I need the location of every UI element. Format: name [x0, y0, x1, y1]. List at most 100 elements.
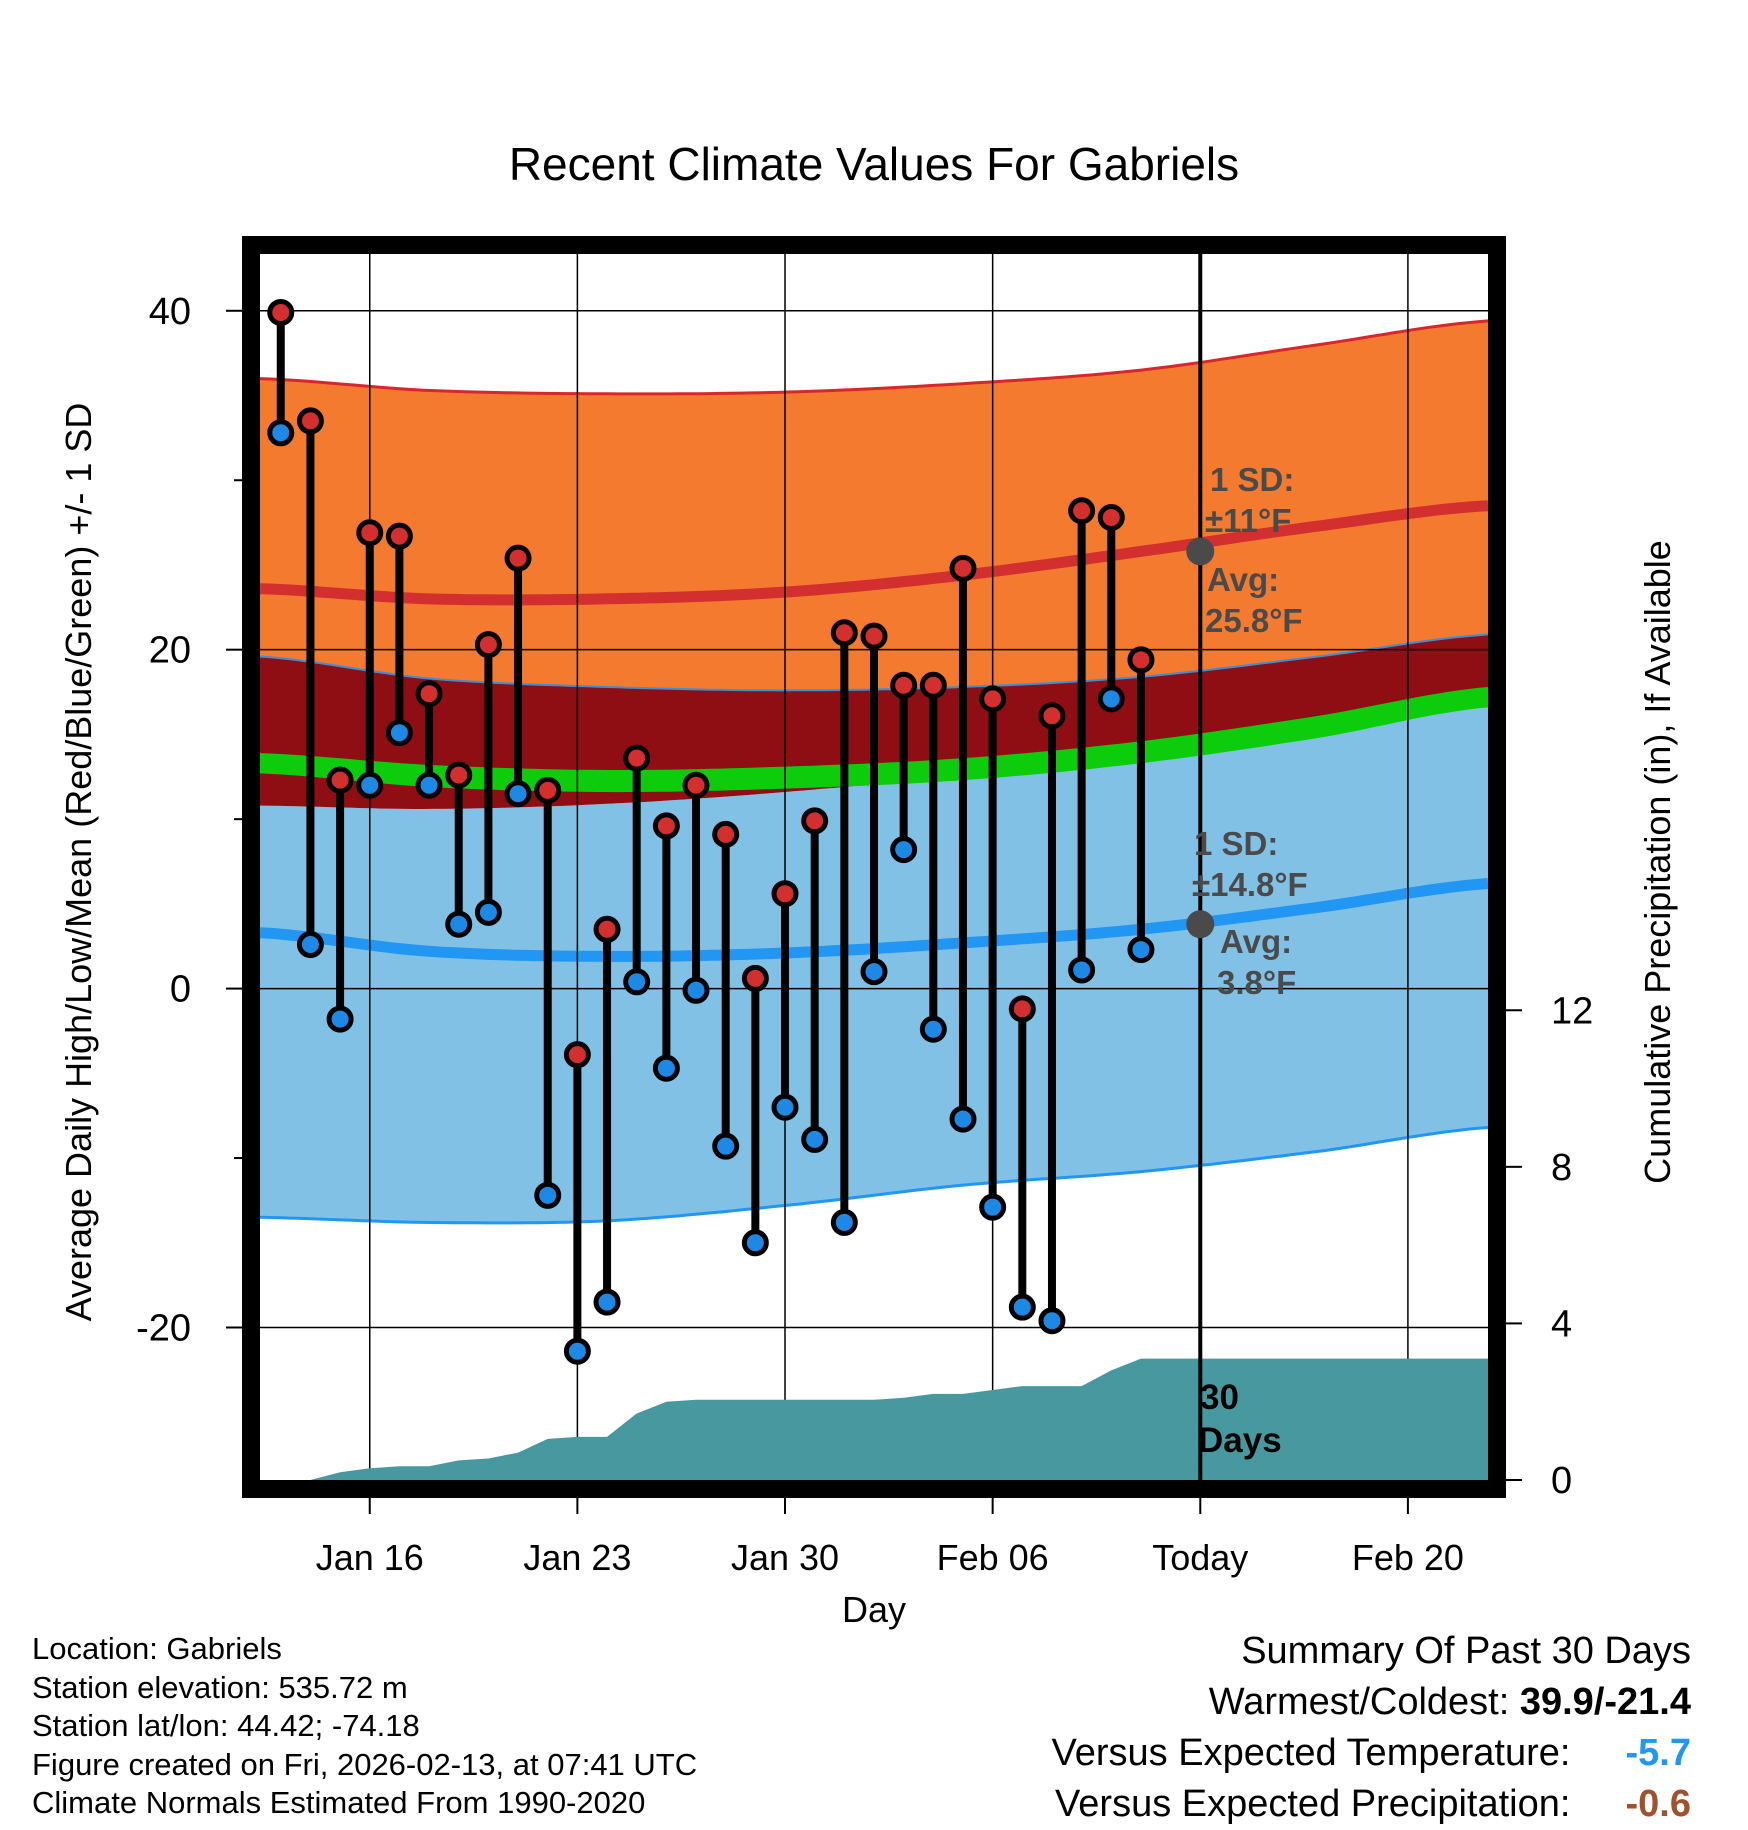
high-point-day-19 [801, 807, 829, 835]
high-point-day-24 [949, 554, 977, 582]
annotations: 1 SD: ±11°F Avg: 25.8°F 1 SD: ±14.8°F Avg: 3.8°… [1186, 461, 1308, 1460]
y2-axis-label: Cumulative Precipitation (in), If Availa… [1637, 540, 1678, 1184]
high-point-day-8 [474, 631, 502, 659]
high-point-day-13 [623, 744, 651, 772]
high-point-day-30 [1127, 646, 1155, 674]
low-point-day-3 [326, 1005, 354, 1033]
low-point-day-11 [563, 1337, 591, 1365]
low-sd-value: ±14.8°F [1192, 866, 1308, 903]
high-point-day-14 [652, 812, 680, 840]
vs-precip-value: -0.6 [1625, 1783, 1691, 1825]
high-point-day-11 [563, 1041, 591, 1069]
low-point-day-26 [1008, 1293, 1036, 1321]
y-axis-label: Average Daily High/Low/Mean (Red/Blue/Gr… [58, 403, 99, 1322]
warm-cold-value: 39.9/-21.4 [1519, 1681, 1691, 1723]
x-axis-label: Day [842, 1589, 906, 1630]
y-tick-label-40: 40 [149, 291, 191, 333]
x-tick-label-39: Feb 20 [1352, 1537, 1464, 1578]
vs-temp-value: -5.7 [1625, 1732, 1691, 1774]
high-point-day-29 [1097, 504, 1125, 532]
low-point-day-19 [801, 1125, 829, 1153]
station-info: Location: Gabriels Station elevation: 53… [32, 1630, 697, 1823]
high-point-day-22 [890, 671, 918, 699]
normals-text: Climate Normals Estimated From 1990-2020 [32, 1785, 646, 1820]
low-sd-label: 1 SD: [1194, 825, 1278, 862]
y2-tick-label-8: 8 [1551, 1147, 1572, 1189]
y-tick-label--20: -20 [136, 1307, 191, 1349]
low-point-day-1 [267, 419, 295, 447]
low-point-day-8 [474, 898, 502, 926]
today-low-avg-dot [1186, 910, 1215, 939]
high-point-day-25 [979, 685, 1007, 713]
low-point-day-4 [356, 771, 384, 799]
high-point-day-28 [1068, 497, 1096, 525]
y2-tick-label-4: 4 [1551, 1303, 1572, 1345]
high-point-day-1 [267, 298, 295, 326]
axes: -20 0 20 40 0 4 8 12 Jan 16 Jan 23 Jan 30 Feb 06 Tod… [58, 291, 1678, 1630]
low-point-day-25 [979, 1193, 1007, 1221]
high-point-day-26 [1008, 995, 1036, 1023]
low-point-day-29 [1097, 685, 1125, 713]
low-point-day-30 [1127, 936, 1155, 964]
high-avg-label: Avg: [1207, 561, 1279, 598]
daily-range-bars [267, 298, 1155, 1365]
low-point-day-16 [712, 1132, 740, 1160]
latlon-text: Station lat/lon: 44.42; -74.18 [32, 1708, 420, 1743]
high-sd-value: ±11°F [1205, 502, 1291, 539]
high-point-day-7 [445, 761, 473, 789]
high-point-day-5 [385, 522, 413, 550]
y-tick-label-0: 0 [170, 969, 191, 1011]
high-point-day-12 [593, 915, 621, 943]
summary-heading: Summary Of Past 30 Days [1241, 1630, 1691, 1672]
window-days-word: Days [1198, 1421, 1282, 1460]
x-tick-label-32: Today [1152, 1537, 1248, 1578]
window-days-number: 30 [1200, 1378, 1239, 1417]
high-point-day-4 [356, 519, 384, 547]
y2-tick-label-0: 0 [1551, 1460, 1572, 1502]
location-text: Location: Gabriels [32, 1631, 282, 1666]
low-avg-value: 3.8°F [1217, 964, 1296, 1001]
vs-temp-label: Versus Expected Temperature: [1051, 1732, 1571, 1774]
y-tick-label-20: 20 [149, 630, 191, 672]
low-point-day-5 [385, 719, 413, 747]
y2-tick-label-12: 12 [1551, 990, 1593, 1032]
low-point-day-24 [949, 1105, 977, 1133]
high-point-day-2 [296, 407, 324, 435]
low-point-day-28 [1068, 956, 1096, 984]
low-point-day-17 [741, 1229, 769, 1257]
x-tick-label-18: Jan 30 [731, 1537, 839, 1578]
high-point-day-16 [712, 820, 740, 848]
x-tick-label-25: Feb 06 [937, 1537, 1049, 1578]
plot-frame [242, 236, 1506, 1498]
high-point-day-3 [326, 766, 354, 794]
high-point-day-9 [504, 544, 532, 572]
high-point-day-20 [830, 619, 858, 647]
low-point-day-2 [296, 931, 324, 959]
low-point-day-7 [445, 910, 473, 938]
x-tick-label-11: Jan 23 [523, 1537, 631, 1578]
summary-vs-precip: Versus Expected Precipitation: -0.6 [1052, 1779, 1691, 1830]
low-point-day-20 [830, 1208, 858, 1236]
low-point-day-23 [919, 1015, 947, 1043]
high-mean-line [259, 500, 1489, 606]
high-upper-edge [259, 319, 1489, 396]
low-point-day-10 [534, 1181, 562, 1209]
created-text: Figure created on Fri, 2026-02-13, at 07… [32, 1746, 698, 1782]
high-point-day-27 [1038, 702, 1066, 730]
summary-panel: Summary Of Past 30 Days Warmest/Coldest:… [1052, 1626, 1691, 1830]
high-point-day-23 [919, 671, 947, 699]
high-point-day-6 [415, 680, 443, 708]
low-point-day-13 [623, 968, 651, 996]
summary-vs-temp: Versus Expected Temperature: -5.7 [1052, 1728, 1691, 1779]
high-point-day-15 [682, 771, 710, 799]
high-point-day-10 [534, 776, 562, 804]
low-point-day-18 [771, 1093, 799, 1121]
precipitation-area [280, 1358, 1488, 1480]
high-sd-label: 1 SD: [1210, 461, 1294, 498]
precip-cumulative-area [280, 1358, 1488, 1480]
normal-bands [259, 319, 1489, 1225]
low-point-day-9 [504, 780, 532, 808]
low-avg-label: Avg: [1220, 923, 1292, 960]
low-point-day-15 [682, 976, 710, 1004]
